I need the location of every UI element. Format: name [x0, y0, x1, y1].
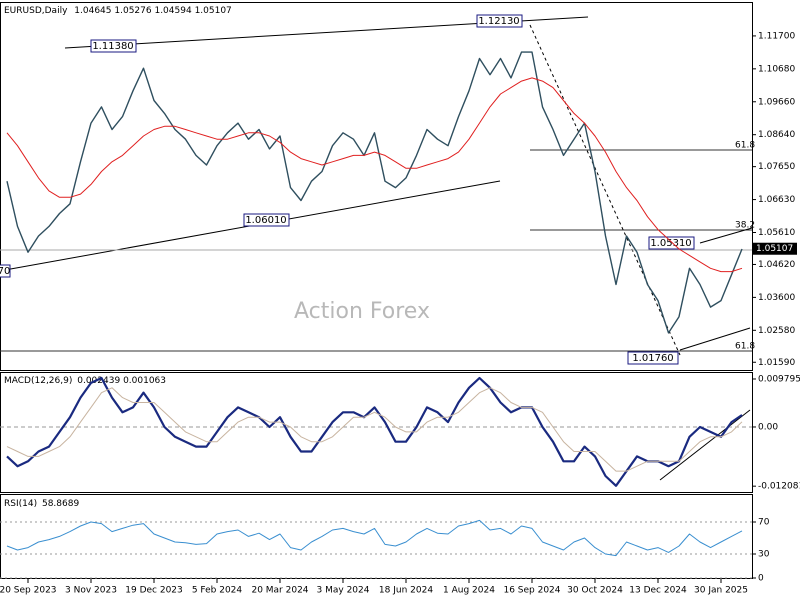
fib-label: 61.8 — [735, 141, 755, 151]
y-tick-label: 1.04620 — [758, 260, 795, 270]
series-line — [6, 51, 743, 334]
y-tick-label: 1.03600 — [758, 293, 795, 303]
close: 1.05107 — [195, 6, 232, 16]
y-tick-label: 1.06630 — [758, 195, 795, 205]
x-tick-label: 16 Sep 2024 — [503, 586, 560, 596]
high: 1.05276 — [114, 6, 151, 16]
annotation: 1.06010 — [245, 215, 286, 226]
y-tick-label: 1.02580 — [758, 326, 795, 336]
y-tick-label: -0.012081 — [758, 482, 800, 492]
series-line — [6, 77, 743, 273]
reading: 0.001063 — [123, 376, 166, 386]
y-tick-label: 0 — [758, 574, 764, 584]
annotation: 1.05310 — [650, 238, 691, 249]
y-tick-label: 1.11700 — [758, 31, 795, 41]
indicator-title: RSI(14) — [4, 499, 37, 509]
series-line — [6, 387, 743, 472]
macd-header: MACD(12,26,9) 0.002439 0.001063 — [4, 376, 166, 386]
last-price-label: 1.05107 — [756, 244, 793, 254]
indicator-title: MACD(12,26,9) — [4, 376, 72, 386]
y-tick-label: 1.07650 — [758, 162, 795, 172]
y-tick-label: 0.00 — [758, 422, 778, 432]
watermark: Action Forex — [294, 299, 430, 324]
x-tick-label: 1 Aug 2024 — [443, 586, 495, 596]
annotation: 1.12130 — [478, 16, 519, 27]
y-tick-label: 1.10680 — [758, 64, 795, 74]
low: 1.04594 — [154, 6, 191, 16]
last-price-box — [753, 242, 797, 255]
y-tick-label: 1.01590 — [758, 358, 795, 368]
y-tick-label: 30 — [758, 550, 770, 560]
series-line — [6, 519, 743, 557]
x-tick-label: 18 Jun 2024 — [379, 586, 433, 596]
x-tick-label: 30 Jan 2025 — [694, 586, 748, 596]
y-tick-label: 1.05610 — [758, 228, 795, 238]
series-line — [6, 376, 743, 487]
y-tick-label: 70 — [758, 518, 770, 528]
annotation: 1.01760 — [632, 353, 673, 364]
y-tick-label: 1.09660 — [758, 97, 795, 107]
price-header: EURUSD,Daily 1.04645 1.05276 1.04594 1.0… — [4, 6, 232, 16]
x-tick-label: 13 Dec 2024 — [629, 586, 687, 596]
x-tick-label: 19 Dec 2023 — [125, 586, 183, 596]
rsi-header: RSI(14) 58.8689 — [4, 499, 79, 509]
frames — [0, 2, 753, 579]
reading: 58.8689 — [42, 499, 79, 509]
y-tick-label: 0.009795 — [758, 374, 800, 384]
x-tick-label: 3 May 2024 — [317, 586, 370, 596]
fib-label: 61.8 — [735, 342, 755, 352]
symbol: EURUSD,Daily — [4, 6, 68, 16]
x-tick-label: 20 Mar 2024 — [251, 586, 308, 596]
x-tick-label: 30 Oct 2024 — [567, 586, 623, 596]
annotation: 70 — [0, 266, 10, 277]
x-tick-label: 20 Sep 2023 — [0, 586, 57, 596]
price-annotations: 1.11380 1.06010 1.12130 1.05310 1.01760 … — [0, 14, 755, 365]
x-tick-label: 3 Nov 2023 — [65, 586, 117, 596]
reading: 0.002439 — [77, 376, 120, 386]
fib-label: 38.2 — [735, 221, 755, 231]
annotation: 1.11380 — [92, 41, 133, 52]
x-tick-label: 5 Feb 2024 — [192, 586, 243, 596]
y-tick-label: 1.08640 — [758, 130, 795, 140]
open: 1.04645 — [74, 6, 111, 16]
